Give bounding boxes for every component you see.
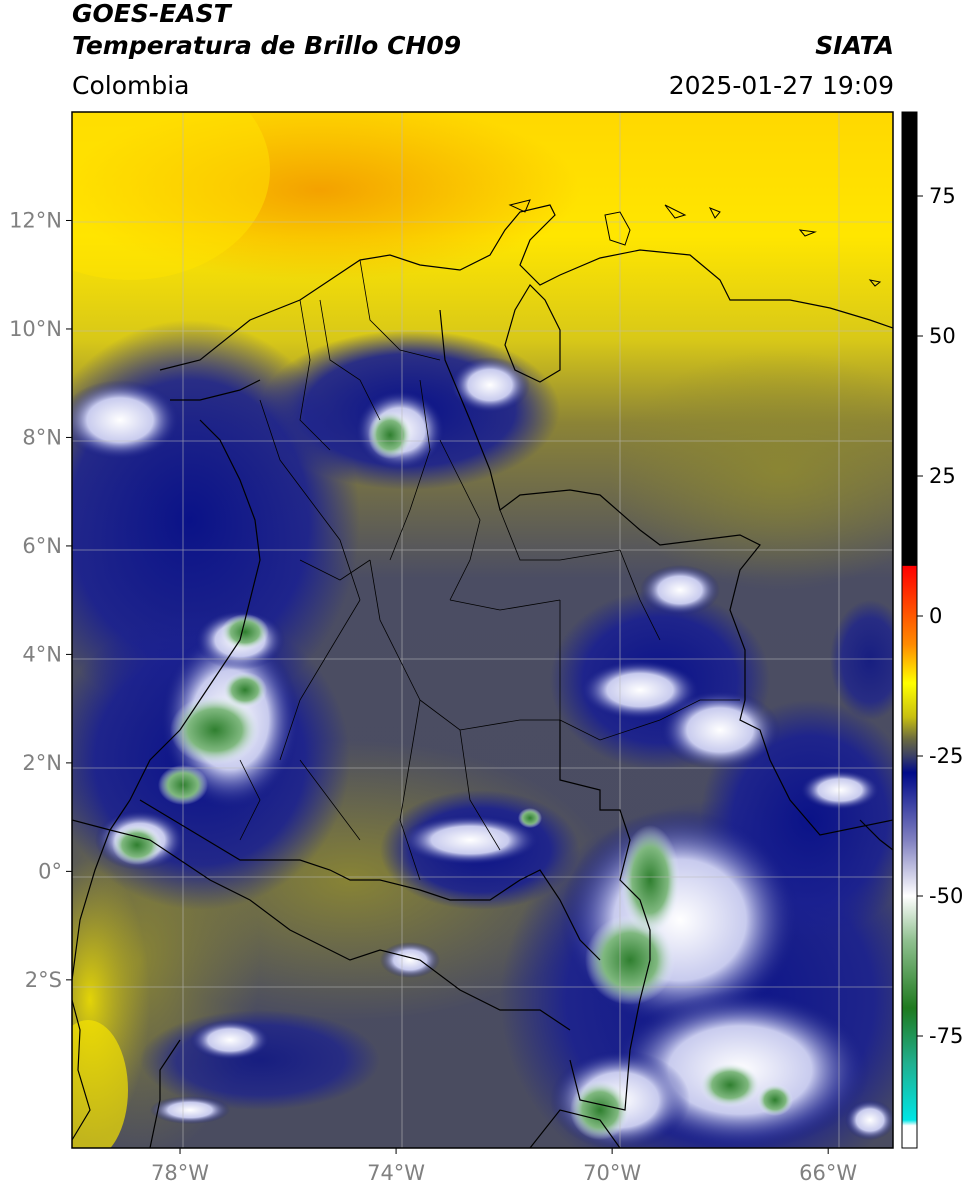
lat-tick-label: 0°: [38, 859, 62, 883]
lat-tick-label: 2°S: [25, 968, 62, 992]
satellite-title: GOES-EAST: [72, 0, 231, 28]
department-boundaries: [239, 259, 740, 881]
ecuador-coast: [72, 999, 91, 1141]
peru-amazon-border: [149, 1039, 181, 1148]
colorbar-tick-label: 0: [929, 604, 942, 628]
peru-border: [72, 819, 571, 1031]
colorbar-tick-label: -50: [929, 884, 963, 908]
colorbar-tick-label: 50: [929, 324, 956, 348]
panama-border: [170, 379, 261, 401]
brightness-temperature-imagery: [72, 112, 893, 1148]
product-title: Temperatura de Brillo CH09: [72, 31, 462, 60]
lon-tick-label: 66°W: [799, 1161, 857, 1185]
lat-tick-label: 6°N: [22, 534, 62, 558]
venezuela-guyana-border: [859, 819, 893, 851]
region-label: Colombia: [72, 71, 190, 100]
lon-tick-label: 74°W: [367, 1161, 425, 1185]
colombia-venezuela-border: [439, 309, 893, 836]
source-label: SIATA: [815, 31, 894, 60]
datetime-label: 2025-01-27 19:09: [668, 71, 894, 100]
islands: [508, 199, 882, 287]
colorbar: 75 50 25 0 -25 -50 -75: [901, 111, 963, 1149]
colombia-ecuador-peru-border: [139, 799, 601, 961]
colorbar-tick-label: 25: [929, 464, 956, 488]
boundaries: [72, 204, 893, 1148]
caribbean-coastline: [159, 204, 893, 371]
lat-tick-label: 2°N: [22, 751, 62, 775]
colorbar-tick-label: -75: [929, 1024, 963, 1048]
colorbar-ticks: 75 50 25 0 -25 -50 -75: [917, 184, 963, 1048]
lat-tick-label: 10°N: [9, 317, 62, 341]
lon-tick-label: 78°W: [151, 1161, 209, 1185]
maracaibo-lake: [504, 284, 561, 383]
lat-tick-label: 12°N: [9, 208, 62, 232]
longitude-axis: 78°W 74°W 70°W 66°W: [151, 1148, 857, 1185]
colombia-brazil-border: [559, 720, 651, 1111]
colorbar-tick-label: 75: [929, 184, 956, 208]
brazil-peru-border: [529, 1109, 621, 1148]
latitude-axis: 12°N 10°N 8°N 6°N 4°N 2°N 0° 2°S: [9, 208, 72, 992]
map-frame: [71, 111, 894, 1149]
colorbar-tick-label: -25: [929, 744, 963, 768]
colorbar-ramp: [901, 111, 918, 1149]
lon-tick-label: 70°W: [583, 1161, 641, 1185]
lat-tick-label: 4°N: [22, 642, 62, 666]
lat-tick-label: 8°N: [22, 425, 62, 449]
pacific-coastline: [72, 419, 261, 981]
